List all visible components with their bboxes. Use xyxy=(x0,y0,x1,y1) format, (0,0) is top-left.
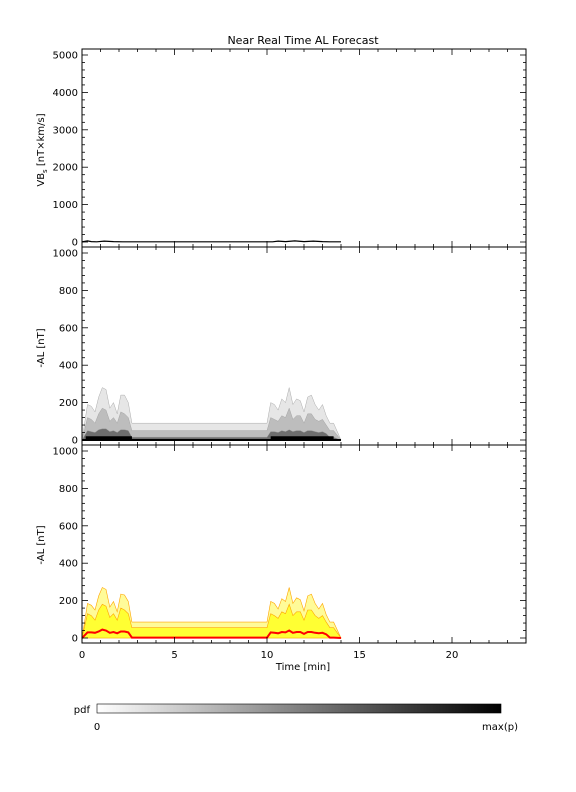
x-tick-label: 20 xyxy=(446,650,459,661)
y-tick-label: 3000 xyxy=(53,125,78,136)
x-tick-label: 15 xyxy=(353,650,366,661)
y-tick-label: 0 xyxy=(72,436,78,447)
y-tick-label: 5000 xyxy=(53,51,78,62)
pdf-peak-band-2 xyxy=(270,436,334,440)
vbs-panel-ylabel: VBs [nT×km/s] xyxy=(36,113,49,186)
y-tick-label: 200 xyxy=(59,398,78,409)
y-tick-label: 200 xyxy=(59,596,78,607)
y-tick-label: 800 xyxy=(59,286,78,297)
vbs-ylabel-sub: s xyxy=(41,169,49,173)
al-pdf-panel-ylabel: -AL [nT] xyxy=(36,328,47,367)
y-tick-label: 0 xyxy=(72,634,78,645)
panel-0-frame xyxy=(81,48,527,248)
colorbar-max-label: max(p) xyxy=(482,722,518,733)
y-tick-label: 600 xyxy=(59,521,78,532)
y-tick-label: 1000 xyxy=(53,447,78,458)
y-tick-label: 400 xyxy=(59,361,78,372)
x-axis-label: Time [min] xyxy=(275,662,330,673)
forecast-median-line xyxy=(81,628,342,639)
y-tick-label: 400 xyxy=(59,559,78,570)
vbs-series-line xyxy=(81,240,341,243)
colorbar-gradient xyxy=(96,703,502,714)
y-tick-label: 1000 xyxy=(53,200,78,211)
colorbar: pdf 0 max(p) xyxy=(74,703,518,733)
forecast-inner-band xyxy=(81,603,342,639)
colorbar-label: pdf xyxy=(74,705,91,716)
chart-title: Near Real Time AL Forecast xyxy=(227,34,379,47)
vbs-ylabel-rest: [nT×km/s] xyxy=(36,113,47,169)
x-axis: 0 5 10 15 20 xyxy=(79,650,459,661)
x-tick-label: 5 xyxy=(171,650,177,661)
y-tick-label: 0 xyxy=(72,238,78,249)
pdf-peak-band-1 xyxy=(85,436,132,440)
vbs-ylabel-main: VB xyxy=(36,173,47,187)
al-pdf-panel: -AL [nT] 0 200 400 600 800 1000 xyxy=(36,246,527,447)
x-tick-label: 0 xyxy=(79,650,85,661)
al-forecast-panel: -AL [nT] 0 200 400 600 800 1000 xyxy=(36,444,527,645)
y-tick-label: 600 xyxy=(59,323,78,334)
x-tick-label: 10 xyxy=(261,650,274,661)
y-tick-label: 1000 xyxy=(53,249,78,260)
y-tick-label: 4000 xyxy=(53,88,78,99)
colorbar-min-label: 0 xyxy=(94,722,100,733)
y-tick-label: 800 xyxy=(59,484,78,495)
al-forecast-panel-ylabel: -AL [nT] xyxy=(36,525,47,564)
y-tick-label: 2000 xyxy=(53,163,78,174)
vbs-panel: VBs [nT×km/s] 0 1000 2000 3000 4000 5000 xyxy=(36,48,527,249)
